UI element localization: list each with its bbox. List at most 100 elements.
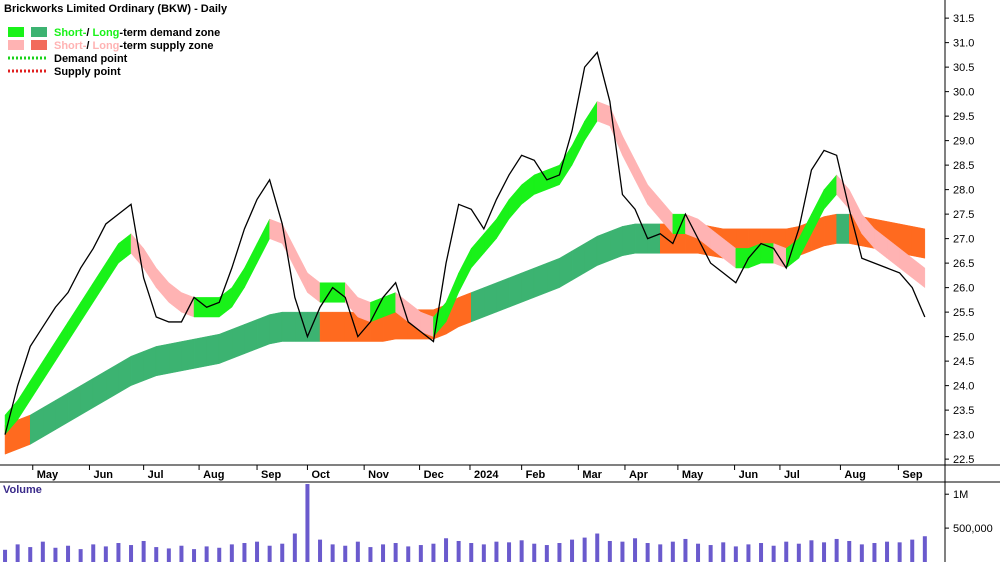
volume-bar — [519, 540, 524, 562]
legend-text: Long — [93, 40, 120, 52]
y-tick-label: 25.5 — [953, 307, 974, 319]
volume-bar — [318, 539, 323, 562]
volume-bar — [771, 545, 776, 562]
volume-bar — [822, 542, 827, 562]
x-tick-label: Jun — [739, 469, 759, 481]
short-term-zone — [735, 248, 749, 269]
x-tick-label: Jun — [93, 469, 113, 481]
x-tick-label: Nov — [368, 469, 390, 481]
volume-bar — [834, 538, 839, 562]
volume-bar — [141, 540, 146, 562]
x-tick-label: Oct — [311, 469, 330, 481]
volume-bar — [179, 545, 184, 562]
long-term-zone — [911, 226, 926, 259]
volume-bar — [40, 541, 45, 562]
long-term-zone — [155, 343, 170, 377]
long-term-zone — [269, 311, 283, 345]
long-term-zone — [17, 414, 31, 450]
legend-text: Short- — [54, 27, 87, 39]
volume-bar — [532, 543, 537, 562]
volume-bar — [368, 547, 373, 562]
y-tick-label: 500,000 — [953, 523, 993, 535]
volume-bar — [229, 544, 234, 562]
volume-bar — [481, 544, 486, 562]
x-tick-label: Sep — [261, 469, 281, 481]
long-term-zone — [168, 341, 182, 374]
volume-bar — [305, 484, 310, 562]
volume-bar — [620, 541, 625, 562]
volume-bar — [759, 543, 764, 562]
x-tick-label: Aug — [844, 469, 865, 481]
volume-bar — [469, 543, 474, 562]
volume-bar — [292, 533, 297, 562]
long-term-zone — [206, 333, 220, 367]
volume-bar — [595, 533, 600, 562]
legend-swatch — [8, 27, 24, 37]
volume-bar — [456, 540, 461, 562]
long-term-zone — [458, 292, 472, 328]
volume-label: Volume — [3, 484, 42, 496]
volume-bar — [242, 543, 247, 562]
y-tick-label: 23.5 — [953, 405, 974, 417]
y-tick-label: 28.0 — [953, 185, 974, 197]
legend-label: Supply point — [54, 66, 121, 78]
y-tick-label: 27.0 — [953, 234, 974, 246]
long-term-zone — [332, 311, 346, 342]
long-term-zone — [823, 213, 837, 247]
volume-bar — [696, 543, 701, 562]
y-tick-label: 31.5 — [953, 13, 974, 25]
legend-swatch — [31, 40, 47, 50]
y-tick-label: 29.0 — [953, 136, 974, 148]
x-tick-label: Sep — [902, 469, 922, 481]
legend-label: Demand point — [54, 53, 128, 65]
volume-bar — [784, 541, 789, 562]
volume-bar — [557, 543, 562, 562]
long-term-zone — [470, 287, 485, 323]
volume-bar — [721, 542, 726, 562]
volume-bar — [885, 541, 890, 562]
legend-text: Short- — [54, 40, 87, 52]
legend-swatch — [31, 27, 47, 37]
volume-bar — [633, 538, 638, 562]
zones — [4, 100, 926, 455]
long-term-zone — [496, 277, 510, 313]
y-tick-label: 1M — [953, 489, 968, 501]
long-term-zone — [244, 319, 258, 355]
y-tick-label: 22.5 — [953, 454, 974, 466]
volume-bar — [255, 541, 260, 562]
y-tick-label: 26.5 — [953, 258, 974, 270]
volume-bar — [330, 544, 335, 562]
long-term-zone — [634, 223, 648, 254]
volume-bar — [355, 541, 360, 562]
volume-bar — [670, 541, 675, 562]
volume-bar — [910, 539, 915, 562]
volume-bar — [658, 544, 663, 562]
volume-bar — [809, 540, 814, 562]
x-tick-label: Mar — [582, 469, 602, 481]
x-tick-label: Dec — [424, 469, 444, 481]
x-tick-label: May — [682, 469, 704, 481]
legend-text: -term demand zone — [119, 27, 220, 39]
volume-bar — [847, 540, 852, 562]
short-term-zone — [193, 297, 207, 318]
long-term-zone — [319, 311, 333, 342]
volume-bar — [28, 547, 33, 562]
volume-bar — [897, 542, 902, 562]
x-tick-label: Aug — [203, 469, 224, 481]
volume-bar — [66, 545, 71, 562]
volume-bar — [708, 545, 713, 562]
x-tick-label: May — [37, 469, 59, 481]
short-term-zone — [911, 257, 926, 289]
volume-bar — [494, 541, 499, 562]
volume-bar — [3, 549, 8, 562]
legend-text: Supply point — [54, 66, 121, 78]
volume-bar — [683, 538, 688, 562]
volume-bar — [53, 547, 58, 562]
plot — [3, 51, 927, 562]
y-tick-label: 24.5 — [953, 356, 974, 368]
long-term-zone — [596, 230, 611, 266]
legend-text: / — [86, 27, 92, 39]
volume-bar — [922, 536, 927, 562]
volume-bar — [607, 540, 612, 562]
